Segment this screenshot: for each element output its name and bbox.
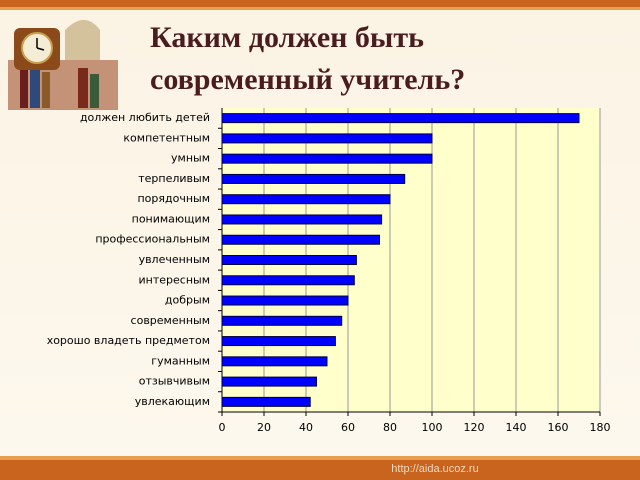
x-tick-label: 40 [299,421,313,434]
clock-decoration [8,20,118,110]
top-border [0,0,640,7]
x-tick-label: 100 [422,421,443,434]
y-tick-label: профессиональным [95,233,210,246]
footer: http://aida.ucoz.ru [391,463,478,475]
bar [221,133,433,144]
y-tick-label: интересным [139,273,211,286]
y-tick-label: хорошо владеть предметом [47,334,210,347]
bar [221,336,336,347]
y-tick-label: добрым [165,294,210,307]
top-border-inner [0,7,640,10]
bar [221,214,383,225]
bar [221,113,580,124]
bar [221,376,317,387]
bar [221,275,355,286]
x-tick-label: 140 [506,421,527,434]
y-tick-label: современным [131,314,210,327]
y-tick-label: терпеливым [138,172,210,185]
bar [221,315,343,326]
x-tick-label: 0 [219,421,226,434]
y-tick-label: увлекающим [135,395,210,408]
x-tick-label: 60 [341,421,355,434]
x-tick-label: 120 [464,421,485,434]
y-tick-label: порядочным [137,192,210,205]
y-tick-label: отзывчивым [139,375,210,388]
x-tick-label: 180 [590,421,611,434]
bar [221,234,380,245]
bar [221,295,349,306]
bar [221,255,357,265]
x-tick-label: 20 [257,421,271,434]
x-tick-label: 160 [548,421,569,434]
bottom-border [0,460,640,480]
x-tick-label: 80 [383,421,397,434]
chart-title: Каким должен быть [150,21,424,54]
y-tick-label: компетентным [123,131,210,144]
bar [221,396,311,407]
bar [221,356,328,367]
bar [221,173,406,184]
y-tick-label: гуманным [151,354,210,367]
y-tick-label: увлеченным [139,253,210,266]
bottom-border-inner [0,456,640,460]
bar [221,153,433,164]
y-tick-label: умным [171,152,210,165]
bar [221,194,391,205]
y-tick-label: понимающим [132,212,210,225]
chart-title: современный учитель? [150,63,465,96]
y-tick-label: должен любить детей [80,111,210,124]
